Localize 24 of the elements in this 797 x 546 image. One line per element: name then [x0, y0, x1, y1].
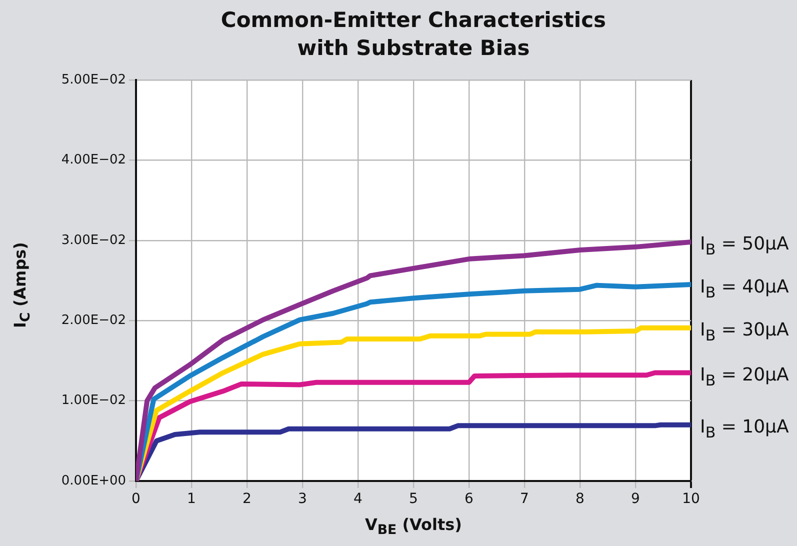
x-tick-label: 3 — [298, 491, 307, 508]
series-label: I$_{B}$ = 40μA — [700, 276, 789, 301]
y-tick-label: 1.00E−02 — [61, 393, 126, 408]
y-tick-label: 4.00E−02 — [61, 152, 126, 168]
series-label: I$_{B}$ = 20μA — [700, 364, 789, 390]
x-tick-label: 2 — [242, 491, 252, 508]
y-tick-label: 2.00E−02 — [61, 312, 126, 328]
y-tick-label: 5.00E−02 — [61, 72, 126, 88]
series-label: I$_{B}$ = 30μA — [700, 320, 789, 344]
x-tick-label: 10 — [682, 491, 700, 508]
x-tick-label: 7 — [520, 491, 529, 508]
x-tick-label: 9 — [631, 491, 640, 508]
x-tick-label: 1 — [187, 491, 196, 508]
chart-title: Common-Emitter Characteristics with Substrate Bias — [220, 7, 608, 62]
x-tick-label: 6 — [464, 491, 474, 508]
series-label: I$_{B}$ = 10μA — [700, 416, 789, 442]
x-tick-label: 5 — [409, 491, 418, 508]
y-tick-label: 0.00E+00 — [61, 473, 126, 488]
x-axis-title: V$_{BE}$ (Volts) — [364, 515, 463, 538]
series-label: I$_{B}$ = 50μA — [700, 234, 789, 258]
x-tick-label: 0 — [132, 491, 140, 508]
y-tick-label: 3.00E−02 — [61, 232, 126, 248]
x-tick-label: 8 — [576, 491, 584, 508]
x-tick-label: 4 — [354, 491, 363, 508]
